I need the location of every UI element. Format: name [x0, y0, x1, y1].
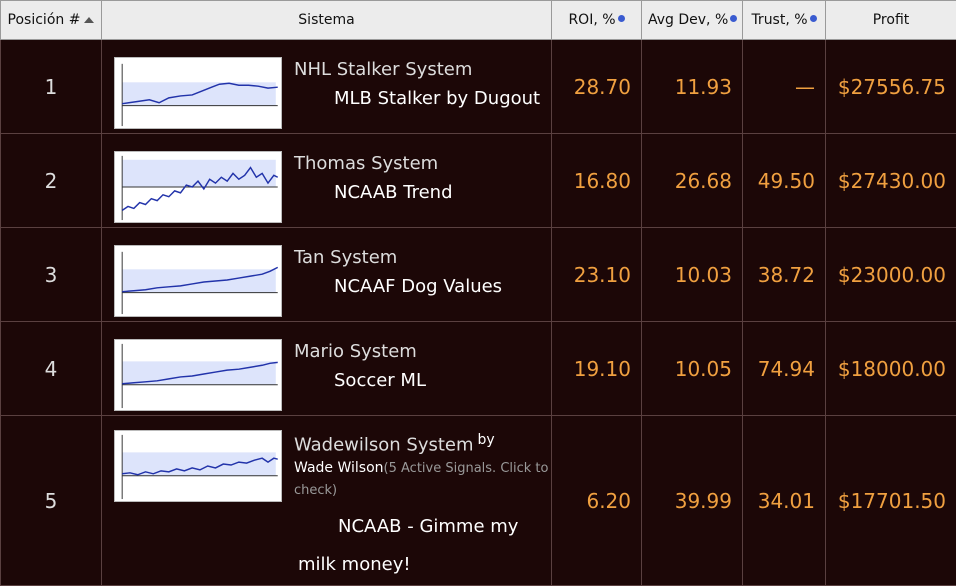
- table-row[interactable]: 5 Wadewilson System by Wade Wilso: [0, 415, 956, 586]
- avg-dev-cell: 10.05: [641, 321, 743, 416]
- avg-dev-cell: 39.99: [641, 415, 743, 586]
- performance-chart-thumbnail[interactable]: [114, 150, 282, 223]
- trust-cell: —: [742, 39, 826, 134]
- position-cell: 1: [0, 39, 102, 134]
- performance-chart-thumbnail[interactable]: [114, 429, 282, 502]
- roi-cell: 6.20: [551, 415, 642, 586]
- avg-dev-cell: 11.93: [641, 39, 743, 134]
- system-name-link[interactable]: Thomas System: [294, 152, 439, 174]
- roi-cell: 16.80: [551, 133, 642, 228]
- system-name-link[interactable]: Wadewilson System: [294, 433, 474, 455]
- profit-cell: $27556.75: [825, 39, 956, 134]
- system-name-link[interactable]: Tan System: [294, 246, 398, 268]
- trust-cell: 34.01: [742, 415, 826, 586]
- system-subtitle-line1: NCAAB - Gimme my: [338, 515, 519, 537]
- roi-cell: 19.10: [551, 321, 642, 416]
- info-icon[interactable]: [730, 15, 738, 22]
- system-subtitle[interactable]: MLB Stalker by Dugout: [334, 87, 541, 109]
- active-signals-link[interactable]: (5 Active Signals. Click to check): [294, 460, 549, 498]
- system-subtitle[interactable]: NCAAB - Gimme my: [298, 508, 551, 546]
- header-trust-label: Trust, %: [751, 12, 808, 28]
- system-subtitle[interactable]: NCAAB Trend: [334, 181, 453, 203]
- by-label: by: [477, 431, 495, 448]
- position-cell: 5: [0, 415, 102, 586]
- info-icon[interactable]: [617, 15, 625, 22]
- system-subtitle[interactable]: Soccer ML: [334, 369, 426, 391]
- position-cell: 3: [0, 227, 102, 322]
- system-subtitle-line2: milk money!: [298, 553, 411, 575]
- profit-cell: $27430.00: [825, 133, 956, 228]
- sort-ascending-icon: [84, 17, 95, 23]
- header-position-label: Posición #: [7, 12, 81, 28]
- performance-chart-thumbnail[interactable]: [114, 56, 282, 129]
- system-name-link[interactable]: NHL Stalker System: [294, 58, 473, 80]
- header-system-label: Sistema: [298, 12, 355, 28]
- system-cell: Thomas System NCAAB Trend: [101, 133, 552, 228]
- table-row[interactable]: 4 Mario System Soccer ML 19.10 10.05: [0, 321, 956, 416]
- header-trust[interactable]: Trust, %: [742, 0, 826, 40]
- system-cell: Wadewilson System by Wade Wilson(5 Active…: [101, 415, 552, 586]
- header-profit-label: Profit: [872, 12, 910, 28]
- system-name-link[interactable]: Mario System: [294, 340, 417, 362]
- header-row: Posición # Sistema ROI, % Avg Dev, % Tru…: [0, 0, 956, 40]
- header-system[interactable]: Sistema: [101, 0, 552, 40]
- roi-cell: 23.10: [551, 227, 642, 322]
- performance-chart-thumbnail[interactable]: [114, 338, 282, 411]
- table-row[interactable]: 2 Thomas System NCAAB Trend 16.80 26: [0, 133, 956, 228]
- system-subtitle[interactable]: NCAAF Dog Values: [334, 275, 503, 297]
- system-cell: NHL Stalker System MLB Stalker by Dugout: [101, 39, 552, 134]
- trust-cell: 49.50: [742, 133, 826, 228]
- position-cell: 2: [0, 133, 102, 228]
- trust-cell: 38.72: [742, 227, 826, 322]
- header-position[interactable]: Posición #: [0, 0, 102, 40]
- profit-cell: $17701.50: [825, 415, 956, 586]
- table-row[interactable]: 1 NHL Stalker System MLB Stalker by Dugo…: [0, 39, 956, 134]
- performance-chart-thumbnail[interactable]: [114, 244, 282, 317]
- avg-dev-cell: 26.68: [641, 133, 743, 228]
- position-cell: 4: [0, 321, 102, 416]
- header-roi-label: ROI, %: [568, 12, 616, 28]
- avg-dev-cell: 10.03: [641, 227, 743, 322]
- profit-cell: $18000.00: [825, 321, 956, 416]
- trust-cell: 74.94: [742, 321, 826, 416]
- header-avg-dev[interactable]: Avg Dev, %: [641, 0, 743, 40]
- roi-cell: 28.70: [551, 39, 642, 134]
- header-profit[interactable]: Profit: [825, 0, 956, 40]
- author-link[interactable]: Wade Wilson: [294, 459, 384, 476]
- system-cell: Mario System Soccer ML: [101, 321, 552, 416]
- table-row[interactable]: 3 Tan System NCAAF Dog Values 23.10: [0, 227, 956, 322]
- info-icon[interactable]: [809, 15, 817, 22]
- header-roi[interactable]: ROI, %: [551, 0, 642, 40]
- system-cell: Tan System NCAAF Dog Values: [101, 227, 552, 322]
- header-avg-dev-label: Avg Dev, %: [648, 12, 729, 28]
- profit-cell: $23000.00: [825, 227, 956, 322]
